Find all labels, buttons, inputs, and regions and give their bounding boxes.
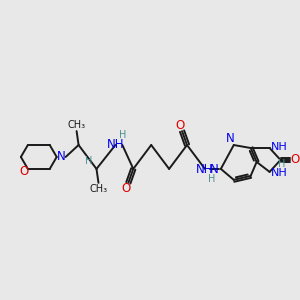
- Text: NH: NH: [271, 168, 287, 178]
- Text: H: H: [208, 174, 216, 184]
- Text: CH₃: CH₃: [68, 120, 86, 130]
- Text: O: O: [176, 118, 185, 132]
- Text: NH: NH: [106, 137, 124, 151]
- Text: CH₃: CH₃: [89, 184, 107, 194]
- Text: H: H: [119, 130, 126, 140]
- Text: O: O: [19, 165, 28, 178]
- Text: N: N: [57, 151, 66, 164]
- Text: H: H: [85, 156, 92, 166]
- Text: H: H: [278, 159, 285, 169]
- Text: NH: NH: [271, 142, 287, 152]
- Text: NH: NH: [196, 164, 214, 176]
- Text: O: O: [122, 182, 131, 195]
- Text: N: N: [225, 132, 234, 145]
- Text: N: N: [209, 164, 218, 176]
- Text: O: O: [291, 153, 300, 167]
